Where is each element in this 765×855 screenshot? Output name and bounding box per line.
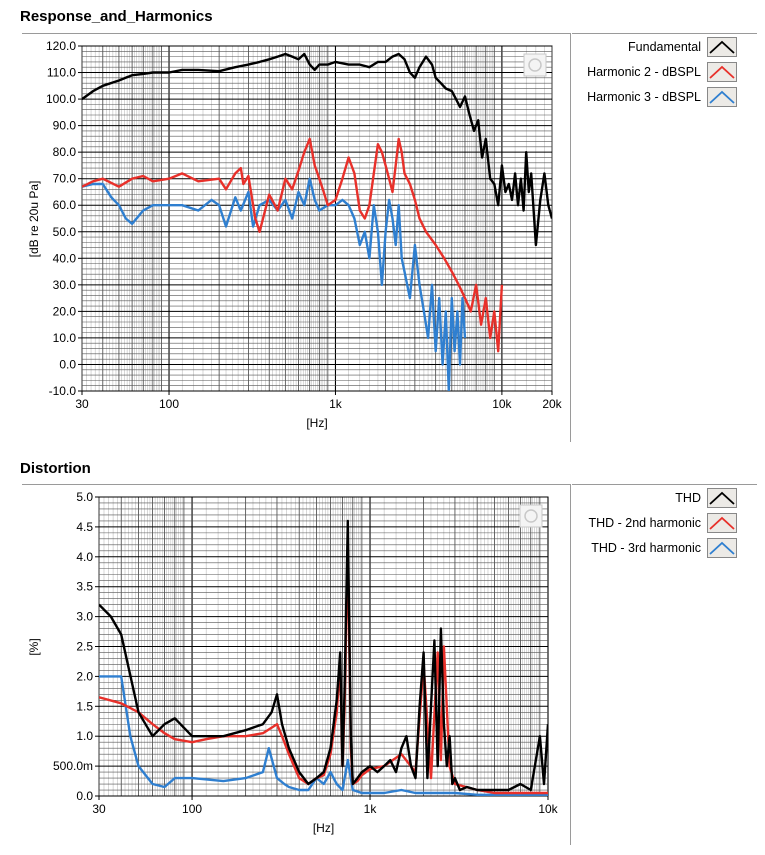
distortion-plot: 5.0 4.5 4.0 3.5 3.0 2.5 2.0 1.5 1.0 500.0m 0.030 10… (27, 490, 559, 835)
chart-title-distortion: Distortion (20, 460, 91, 477)
y-tick-label: 5.0 (76, 490, 93, 504)
y-tick-label: 90.0 (53, 119, 77, 133)
x-axis-label: [Hz] (313, 821, 334, 835)
y-tick-label: 30.0 (53, 278, 77, 292)
y-tick-label: 3.5 (76, 580, 93, 594)
legend-label: THD (675, 491, 701, 505)
graph-palette-icon[interactable] (523, 53, 547, 77)
x-tick-label: 1k (329, 397, 343, 411)
x-tick-label: 20k (542, 397, 562, 411)
y-tick-label: 1.0 (76, 729, 93, 743)
y-tick-label: 10.0 (53, 331, 77, 345)
legend-swatch-icon (707, 87, 737, 107)
legend-item-thd: THD (675, 487, 737, 509)
y-tick-label: 100.0 (46, 92, 76, 106)
chart-panel-distortion: 5.0 4.5 4.0 3.5 3.0 2.5 2.0 1.5 1.0 500.0m 0.0 30 10… (22, 484, 571, 845)
x-tick-label: 1k (364, 802, 378, 816)
legend-label: THD - 2nd harmonic (588, 516, 701, 530)
y-tick-label: 80.0 (53, 145, 77, 159)
legend-item-thd-3rd: THD - 3rd harmonic (591, 537, 737, 559)
response-plot: 120.0 110.0 100.0 90.0 80.0 70.0 60.0 50.0 40.0 3… (27, 39, 563, 430)
legend-swatch-icon (707, 538, 737, 558)
y-tick-label: 4.5 (76, 520, 93, 534)
y-tick-label: 40.0 (53, 251, 77, 265)
x-tick-label: 10k (492, 397, 512, 411)
legend-item-thd-2nd: THD - 2nd harmonic (588, 512, 737, 534)
series-line-1 (82, 137, 504, 353)
series-line-0 (82, 52, 552, 247)
legend-item-fundamental: Fundamental (628, 36, 737, 58)
graph-palette-icon[interactable] (519, 504, 543, 528)
x-tick-label: 100 (182, 802, 202, 816)
y-tick-label: 110.0 (47, 66, 76, 80)
y-tick-label: 120.0 (46, 39, 76, 53)
y-tick-label: -10.0 (49, 384, 77, 398)
y-axis-label: [%] (27, 638, 41, 655)
x-tick-label: 30 (75, 397, 89, 411)
legend-label: Fundamental (628, 40, 701, 54)
y-tick-label: 0.0 (76, 789, 93, 803)
legend-label: THD - 3rd harmonic (591, 541, 701, 555)
y-tick-label: 50.0 (53, 225, 77, 239)
x-tick-label: 10k (538, 802, 558, 816)
legend-swatch-icon (707, 488, 737, 508)
legend-swatch-icon (707, 513, 737, 533)
chart-panel-response: 120.0 110.0 100.0 90.0 80.0 70.0 60.0 50.0 40.0 3… (22, 33, 571, 442)
y-tick-label: 60.0 (53, 198, 77, 212)
y-tick-label: 4.0 (76, 550, 93, 564)
y-tick-label: 3.0 (76, 610, 93, 624)
series-line-0 (99, 519, 548, 792)
plot-area (81, 45, 553, 392)
x-tick-label: 30 (92, 802, 106, 816)
series-line-2 (82, 177, 467, 391)
y-tick-label: 2.5 (76, 640, 93, 654)
chart-title-response: Response_and_Harmonics (20, 8, 213, 25)
x-tick-label: 100 (159, 397, 179, 411)
legend-item-harmonic-2: Harmonic 2 - dBSPL (587, 61, 737, 83)
y-tick-label: 2.0 (76, 669, 93, 683)
legend-distortion: THD THD - 2nd harmonic THD - 3rd harmoni… (572, 484, 757, 845)
y-axis-label: [dB re 20u Pa] (27, 181, 41, 258)
y-tick-label: 1.5 (76, 699, 93, 713)
legend-swatch-icon (707, 37, 737, 57)
y-tick-label: 20.0 (53, 304, 77, 318)
legend-response: Fundamental Harmonic 2 - dBSPL Harmonic … (572, 33, 757, 442)
series-line-2 (99, 675, 548, 796)
legend-label: Harmonic 2 - dBSPL (587, 65, 701, 79)
legend-swatch-icon (707, 62, 737, 82)
legend-item-harmonic-3: Harmonic 3 - dBSPL (587, 86, 737, 108)
y-tick-label: 0.0 (59, 357, 76, 371)
y-tick-label: 500.0m (53, 759, 93, 773)
x-axis-label: [Hz] (306, 416, 327, 430)
legend-label: Harmonic 3 - dBSPL (587, 90, 701, 104)
y-tick-label: 70.0 (53, 172, 77, 186)
